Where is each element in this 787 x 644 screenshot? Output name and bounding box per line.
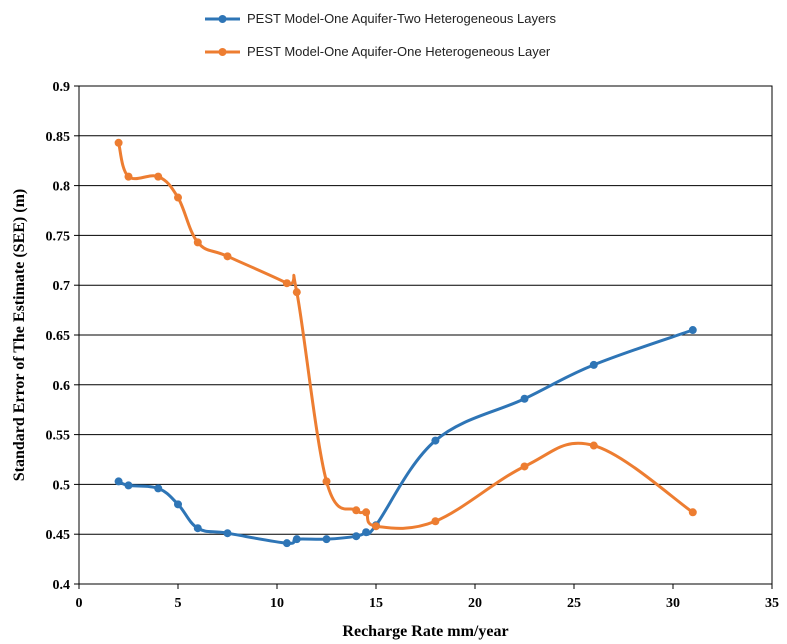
series-1 xyxy=(114,326,697,548)
y-tick-label: 0.4 xyxy=(53,578,71,593)
x-axis-ticks: 0 5 10 15 20 25 30 35 xyxy=(76,584,779,611)
series-1-point xyxy=(688,326,697,335)
series-2-point xyxy=(223,252,232,261)
y-tick-label: 0.75 xyxy=(46,229,71,244)
series-1-line xyxy=(117,328,695,545)
x-tick-label: 25 xyxy=(567,596,581,611)
series-2-point xyxy=(589,441,598,450)
x-tick-label: 0 xyxy=(76,596,83,611)
series-1-point xyxy=(193,524,202,533)
y-tick-label: 0.45 xyxy=(46,528,71,543)
series-2-point xyxy=(174,193,182,202)
legend-label-series-2: PEST Model-One Aquifer-One Heterogeneous… xyxy=(247,44,551,59)
legend: PEST Model-One Aquifer-Two Heterogeneous… xyxy=(205,11,557,59)
series-2-point xyxy=(372,522,380,531)
y-tick-label: 0.9 xyxy=(53,80,71,95)
series-1-point xyxy=(223,529,232,538)
y-axis-title: Standard Error of The Estimate (SEE) (m) xyxy=(11,189,28,481)
series-1-point xyxy=(362,528,371,537)
series-1-point xyxy=(431,436,440,445)
series-2-line xyxy=(117,141,695,530)
series-2-point xyxy=(114,138,123,147)
series-layer xyxy=(114,138,697,548)
series-2-point xyxy=(124,172,133,181)
series-1-point xyxy=(520,394,529,403)
series-2-point xyxy=(282,279,291,288)
y-axis-ticks: 0.4 0.45 0.5 0.55 0.6 0.65 0.7 0.75 0.8 0.85 0.9 xyxy=(46,80,79,593)
legend-swatch-marker-series-2 xyxy=(218,48,227,56)
series-2-point xyxy=(322,477,331,486)
y-tick-label: 0.5 xyxy=(53,478,71,493)
series-1-point xyxy=(282,539,291,548)
series-1-point xyxy=(352,532,361,541)
series-2-point xyxy=(431,517,440,526)
y-tick-label: 0.85 xyxy=(46,130,71,145)
series-2-point xyxy=(520,462,529,471)
series-1-point xyxy=(124,481,133,490)
series-2-point xyxy=(352,506,361,515)
series-2-point xyxy=(292,288,301,297)
x-tick-label: 30 xyxy=(666,596,680,611)
series-1-point xyxy=(114,477,123,486)
x-tick-label: 5 xyxy=(175,596,182,611)
y-tick-label: 0.8 xyxy=(53,180,71,195)
series-1-point xyxy=(174,500,182,509)
legend-swatch-marker-series-1 xyxy=(218,15,227,23)
y-tick-label: 0.65 xyxy=(46,329,71,344)
y-tick-label: 0.55 xyxy=(46,429,71,444)
y-tick-label: 0.6 xyxy=(53,379,71,394)
series-1-point xyxy=(322,535,331,544)
series-2-point xyxy=(154,172,163,181)
series-1-point xyxy=(154,484,163,493)
series-1-point xyxy=(292,535,301,544)
x-tick-label: 15 xyxy=(369,596,383,611)
series-2-point xyxy=(362,508,371,517)
x-axis-title: Recharge Rate mm/year xyxy=(342,623,508,640)
x-tick-label: 35 xyxy=(765,596,779,611)
series-2-point xyxy=(193,238,202,247)
legend-label-series-1: PEST Model-One Aquifer-Two Heterogeneous… xyxy=(247,11,557,26)
x-tick-label: 10 xyxy=(270,596,284,611)
x-tick-label: 20 xyxy=(468,596,482,611)
series-2 xyxy=(114,138,697,531)
series-2-point xyxy=(688,508,697,517)
series-1-point xyxy=(589,360,598,369)
y-tick-label: 0.7 xyxy=(53,279,71,294)
